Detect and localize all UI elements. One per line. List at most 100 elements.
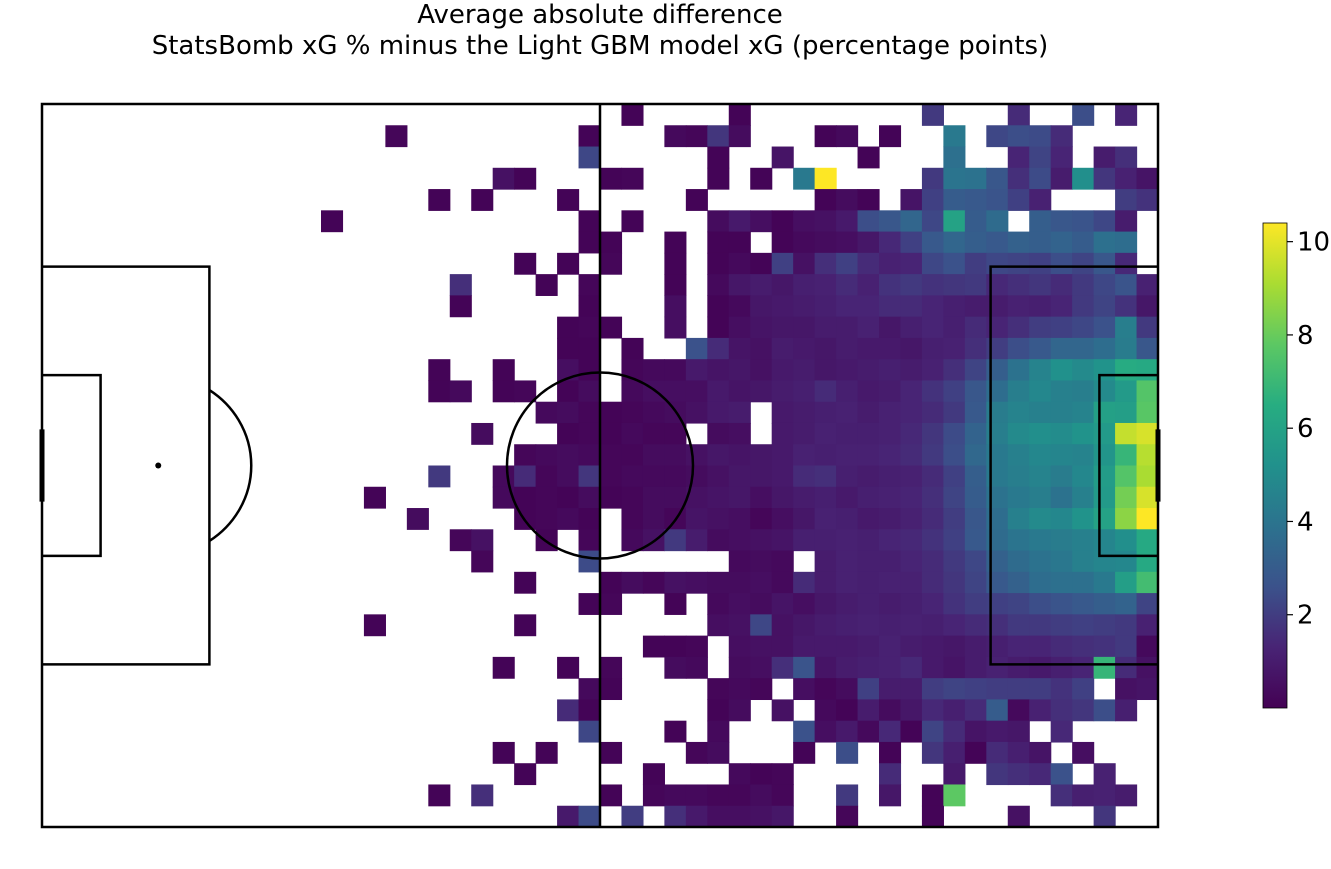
heatmap-cell — [879, 274, 902, 296]
heatmap-cell — [857, 274, 880, 296]
heatmap-cell — [1029, 571, 1052, 594]
heatmap-cell — [1072, 337, 1095, 360]
heatmap-cell — [900, 252, 923, 275]
heatmap-cell — [836, 337, 859, 360]
heatmap-cell — [879, 422, 902, 445]
heatmap-cell — [1029, 189, 1052, 211]
heatmap-cell — [642, 784, 665, 807]
heatmap-cell — [514, 380, 537, 403]
heatmap-cell — [1072, 422, 1095, 445]
heatmap-cell — [600, 167, 623, 190]
heatmap-cell — [1115, 401, 1138, 424]
heatmap-cell — [535, 465, 558, 488]
heatmap-cell — [514, 763, 537, 786]
heatmap-cell — [836, 316, 859, 339]
heatmap-cell — [1072, 529, 1095, 552]
heatmap-cell — [921, 784, 944, 807]
heatmap-cell — [900, 656, 923, 679]
heatmap-cell — [879, 763, 902, 786]
heatmap-cell — [600, 784, 623, 807]
heatmap-cell — [943, 295, 966, 318]
heatmap-cell — [964, 529, 987, 552]
left-six-yard-box — [42, 373, 102, 558]
heatmap-cell — [1029, 741, 1052, 764]
heatmap-cell — [900, 529, 923, 552]
heatmap-cell — [1029, 401, 1052, 424]
heatmap-cell — [1136, 571, 1159, 594]
heatmap-cell — [814, 316, 837, 339]
heatmap-cell — [836, 593, 859, 615]
heatmap-cell — [578, 274, 601, 296]
heatmap-cell — [535, 486, 558, 509]
heatmap-cell — [1115, 274, 1138, 296]
heatmap-cell — [1007, 104, 1030, 126]
heatmap-cell — [492, 465, 515, 488]
heatmap-cell — [879, 656, 902, 679]
heatmap-cell — [728, 508, 751, 530]
heatmap-cell — [879, 125, 902, 148]
heatmap-cell — [1115, 316, 1138, 339]
heatmap-cell — [1093, 337, 1116, 360]
heatmap-cell — [600, 465, 623, 488]
heatmap-cell — [836, 720, 859, 743]
heatmap-cell — [1050, 125, 1073, 148]
heatmap-cell — [578, 125, 601, 148]
heatmap-cell — [1007, 422, 1030, 445]
heatmap-cell — [1007, 550, 1030, 573]
heatmap-cell — [1136, 189, 1159, 211]
heatmap-cell — [1007, 189, 1030, 211]
heatmap-cell — [428, 380, 451, 403]
heatmap-cell — [964, 614, 987, 637]
heatmap-cell — [921, 104, 944, 126]
centre-circle — [505, 371, 695, 560]
heatmap-cell — [1115, 550, 1138, 573]
heatmap-cell — [557, 252, 580, 275]
heatmap-cell — [750, 167, 773, 190]
heatmap-cell — [728, 125, 751, 148]
heatmap-cell — [943, 210, 966, 233]
heatmap-cell — [793, 422, 816, 445]
heatmap-cell — [921, 337, 944, 360]
heatmap-cell — [814, 635, 837, 658]
heatmap-cell — [1072, 550, 1095, 573]
heatmap-cell — [1072, 699, 1095, 722]
heatmap-cell — [707, 252, 730, 275]
heatmap-cell — [1093, 805, 1116, 828]
heatmap-cell — [750, 614, 773, 637]
heatmap-cell — [793, 444, 816, 467]
heatmap-cell — [750, 252, 773, 275]
heatmap-cell — [921, 720, 944, 743]
heatmap-cell — [728, 486, 751, 509]
heatmap-cell — [1050, 295, 1073, 318]
heatmap-cell — [814, 274, 837, 296]
heatmap-cell — [578, 720, 601, 743]
heatmap-cell — [621, 529, 644, 552]
heatmap-cell — [879, 401, 902, 424]
heatmap-cell — [406, 508, 429, 530]
heatmap-cell — [857, 316, 880, 339]
heatmap-cell — [836, 444, 859, 467]
heatmap-cell — [664, 422, 687, 445]
heatmap-cell — [793, 167, 816, 190]
heatmap-cell — [1007, 231, 1030, 254]
heatmap-cell — [621, 401, 644, 424]
heatmap-cell — [857, 508, 880, 530]
heatmap-cell — [814, 720, 837, 743]
heatmap-cell — [750, 465, 773, 488]
heatmap-cell — [514, 486, 537, 509]
heatmap-cell — [664, 529, 687, 552]
heatmap-cell — [621, 486, 644, 509]
heatmap-cell — [557, 380, 580, 403]
heatmap-cell — [707, 805, 730, 828]
heatmap-cell — [964, 316, 987, 339]
heatmap-cell — [428, 359, 451, 382]
heatmap-cell — [1115, 784, 1138, 807]
heatmap-cell — [1050, 699, 1073, 722]
heatmap-cell — [1136, 422, 1159, 445]
heatmap-cell — [664, 125, 687, 148]
heatmap-cell — [685, 529, 708, 552]
heatmap-cell — [1093, 316, 1116, 339]
heatmap-cell — [1093, 210, 1116, 233]
heatmap-cell — [1029, 699, 1052, 722]
heatmap-cell — [921, 274, 944, 296]
